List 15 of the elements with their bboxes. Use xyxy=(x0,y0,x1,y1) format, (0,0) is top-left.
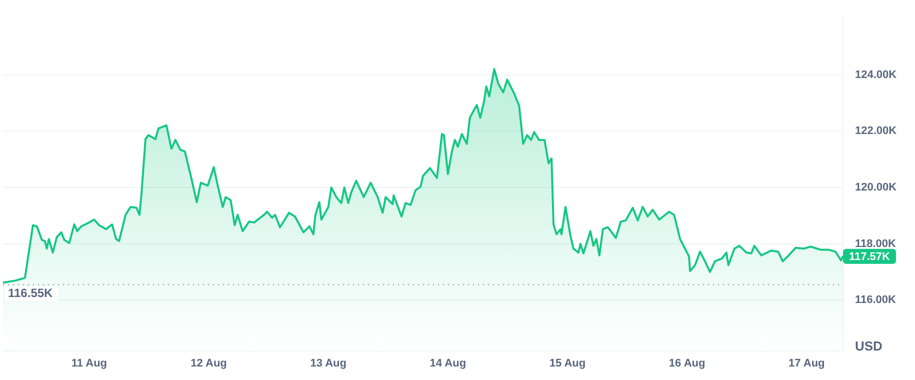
x-tick-label: 14 Aug xyxy=(430,357,466,370)
x-tick-label: 11 Aug xyxy=(71,357,108,370)
y-tick-label: 116.00K xyxy=(855,294,896,306)
x-tick-label: 12 Aug xyxy=(190,357,227,370)
x-tick-label: 15 Aug xyxy=(549,357,586,370)
x-tick-label: 17 Aug xyxy=(788,357,825,370)
y-tick-label: 122.00K xyxy=(855,125,897,138)
annotation: 117.57K xyxy=(849,250,890,263)
y-axis-title: USD xyxy=(855,338,882,354)
x-tick-label: 16 Aug xyxy=(668,357,706,370)
ref-line-label: 116.55K xyxy=(8,286,54,300)
y-tick-label: 120.00K xyxy=(855,182,897,194)
y-tick-label: 118.00K xyxy=(855,238,896,250)
y-tick-label: 124.00K xyxy=(855,68,897,81)
x-tick-label: 13 Aug xyxy=(310,357,346,370)
